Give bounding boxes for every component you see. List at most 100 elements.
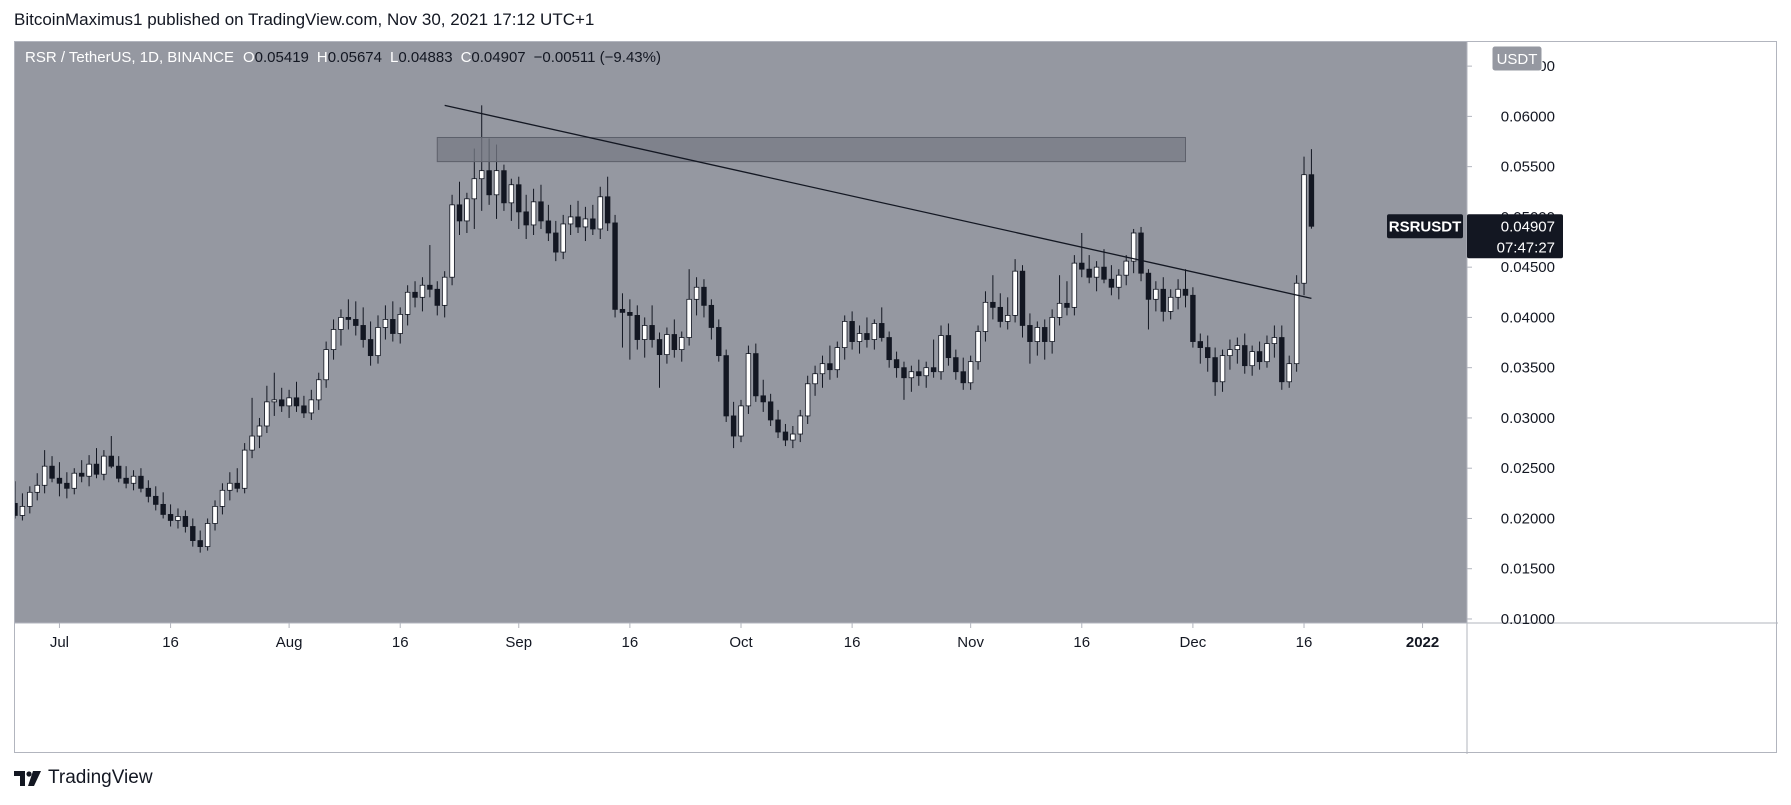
- candle[interactable]: [182, 510, 189, 533]
- candle[interactable]: [419, 277, 426, 312]
- candle[interactable]: [353, 301, 359, 336]
- candle[interactable]: [130, 470, 137, 491]
- candle[interactable]: [575, 200, 581, 233]
- candle[interactable]: [590, 204, 596, 235]
- candle[interactable]: [167, 504, 174, 527]
- candle[interactable]: [567, 204, 574, 235]
- candle[interactable]: [1190, 287, 1196, 348]
- candle[interactable]: [553, 220, 559, 262]
- candle[interactable]: [804, 375, 811, 424]
- candle[interactable]: [1079, 232, 1085, 278]
- candle[interactable]: [545, 204, 552, 242]
- candle[interactable]: [1256, 341, 1263, 370]
- candle[interactable]: [834, 341, 841, 378]
- candle[interactable]: [1108, 265, 1115, 296]
- candle[interactable]: [1004, 297, 1011, 330]
- candle[interactable]: [693, 277, 700, 316]
- candle[interactable]: [338, 309, 344, 346]
- candle[interactable]: [123, 466, 129, 489]
- candle[interactable]: [197, 530, 203, 553]
- candle[interactable]: [827, 345, 833, 380]
- candle[interactable]: [1116, 269, 1122, 300]
- candle[interactable]: [190, 518, 196, 547]
- candle[interactable]: [367, 321, 374, 366]
- candle[interactable]: [612, 214, 618, 318]
- candle[interactable]: [264, 385, 270, 434]
- candle[interactable]: [856, 325, 863, 354]
- candle[interactable]: [501, 164, 507, 211]
- candle[interactable]: [745, 345, 752, 414]
- candle[interactable]: [767, 393, 774, 426]
- candle[interactable]: [1012, 259, 1018, 323]
- candle[interactable]: [649, 305, 655, 348]
- candle[interactable]: [1123, 255, 1129, 286]
- candle[interactable]: [382, 305, 389, 340]
- time-axis[interactable]: Jul 16 Aug 16 Sep 16 Oct 16 Nov 16 Dec 16 2022: [50, 623, 1439, 651]
- candle[interactable]: [464, 192, 470, 233]
- candle[interactable]: [1145, 269, 1152, 330]
- resistance-zone[interactable]: [436, 136, 1186, 163]
- candle[interactable]: [1301, 156, 1307, 296]
- candle[interactable]: [1138, 226, 1144, 282]
- candle[interactable]: [701, 279, 707, 318]
- candle[interactable]: [671, 319, 678, 358]
- candle[interactable]: [1197, 333, 1204, 364]
- candle[interactable]: [1242, 333, 1248, 374]
- candle[interactable]: [308, 389, 315, 420]
- candle[interactable]: [49, 456, 55, 483]
- candle[interactable]: [842, 315, 848, 360]
- candle[interactable]: [886, 331, 892, 368]
- candle[interactable]: [1219, 349, 1226, 392]
- candle[interactable]: [1042, 319, 1048, 360]
- candle[interactable]: [1019, 265, 1026, 338]
- candle[interactable]: [27, 486, 33, 514]
- candle[interactable]: [86, 455, 92, 487]
- candle[interactable]: [1101, 249, 1107, 284]
- candle[interactable]: [953, 349, 959, 380]
- candle[interactable]: [360, 307, 366, 348]
- candle[interactable]: [1056, 275, 1063, 326]
- candle[interactable]: [1212, 347, 1218, 396]
- candle[interactable]: [782, 423, 789, 447]
- candle[interactable]: [101, 450, 107, 481]
- footer-brand[interactable]: TradingView: [14, 767, 153, 789]
- candle[interactable]: [1293, 275, 1300, 372]
- candle[interactable]: [664, 327, 670, 364]
- candle[interactable]: [278, 387, 285, 412]
- candle[interactable]: [41, 450, 48, 494]
- candle[interactable]: [323, 341, 329, 388]
- candle[interactable]: [301, 395, 307, 418]
- candle[interactable]: [1286, 355, 1292, 388]
- candle[interactable]: [1093, 261, 1100, 292]
- candle[interactable]: [286, 389, 292, 418]
- candle[interactable]: [790, 425, 796, 449]
- candle[interactable]: [1153, 281, 1159, 312]
- candle[interactable]: [1130, 228, 1137, 274]
- candle[interactable]: [923, 361, 929, 388]
- candle[interactable]: [412, 281, 418, 308]
- candle[interactable]: [397, 307, 403, 344]
- candle[interactable]: [64, 472, 70, 499]
- candle[interactable]: [916, 359, 922, 386]
- candle[interactable]: [871, 319, 878, 350]
- candle[interactable]: [15, 481, 18, 519]
- candle[interactable]: [864, 317, 870, 348]
- candle[interactable]: [523, 194, 529, 240]
- candle[interactable]: [108, 436, 115, 469]
- candle[interactable]: [960, 357, 966, 390]
- plot-area[interactable]: [15, 42, 1467, 623]
- candle[interactable]: [1205, 335, 1211, 372]
- candle[interactable]: [797, 409, 803, 443]
- candle[interactable]: [1279, 325, 1285, 390]
- candle[interactable]: [708, 299, 715, 340]
- candle[interactable]: [760, 379, 766, 412]
- candle[interactable]: [997, 293, 1003, 328]
- candle[interactable]: [879, 307, 885, 342]
- candle[interactable]: [56, 462, 63, 497]
- candle[interactable]: [345, 299, 352, 330]
- candle[interactable]: [849, 311, 855, 350]
- candle[interactable]: [686, 269, 692, 346]
- candle[interactable]: [219, 483, 226, 515]
- candle[interactable]: [1227, 339, 1233, 370]
- candle[interactable]: [1264, 335, 1270, 368]
